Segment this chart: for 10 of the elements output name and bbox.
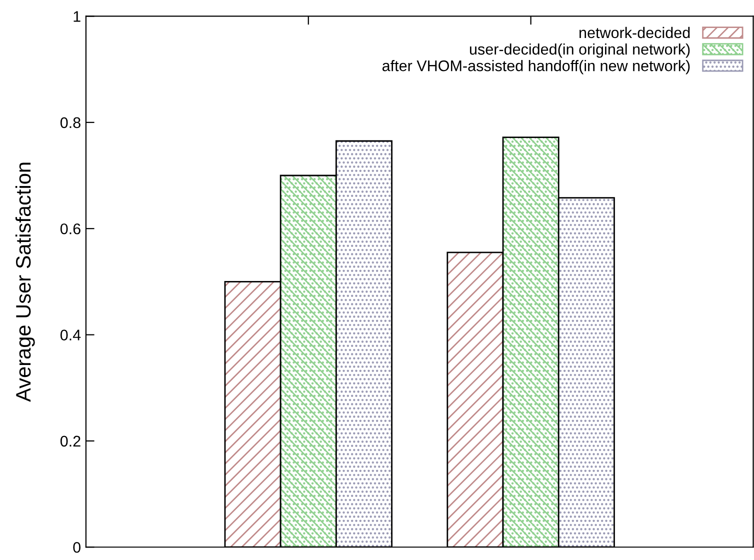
y-tick-label: 1: [74, 11, 80, 22]
y-tick-label: 0.8: [60, 117, 80, 128]
legend-label: network-decided: [580, 26, 690, 38]
y-tick-label: 0: [73, 542, 80, 553]
y-tick-label: 0.6: [60, 223, 80, 234]
legend-label: user-decided(in original network): [470, 43, 690, 58]
legend-label: after VHOM-assisted handoff(in new network): [382, 60, 690, 74]
y-tick-label: 0.4: [60, 330, 81, 340]
y-tick-label: 0.2: [60, 436, 80, 447]
y-axis-title: Average User Satisfaction: [15, 162, 35, 402]
